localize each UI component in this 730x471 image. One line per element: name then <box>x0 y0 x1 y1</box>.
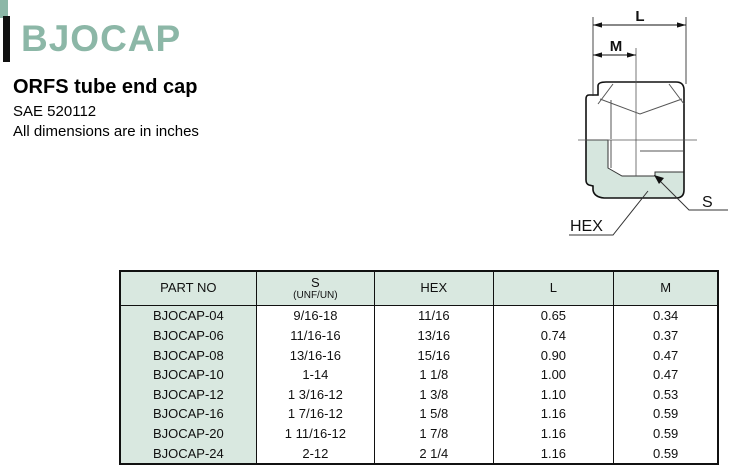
value-cell: 1-14 <box>257 364 376 385</box>
col-header-label: HEX <box>420 280 448 296</box>
value-cell: 1 7/8 <box>375 423 494 444</box>
table-header-row: PART NO S (UNF/UN) HEX L M <box>121 272 717 306</box>
value-cell: 0.59 <box>652 406 679 422</box>
table-row: BJOCAP-24 2-12 2 1/4 1.16 0.59 <box>121 443 717 463</box>
spec-code: SAE 520112 <box>13 103 97 120</box>
value-cell: 1 5/8 <box>375 404 494 424</box>
l-arrow-right <box>677 22 686 28</box>
logo-corner-mark <box>0 0 8 18</box>
value-cell: 0.59 <box>652 426 679 442</box>
value-cell: 0.34 <box>652 308 679 324</box>
col-header-label: L <box>549 280 557 296</box>
value-cell: 0.74 <box>494 325 615 346</box>
value-cell: 11/16-16 <box>257 325 376 346</box>
value-cell: 11/16 <box>375 306 494 326</box>
value-cell: 0.37 <box>652 327 679 343</box>
thread-lines <box>610 140 683 168</box>
value-cell: 1 3/8 <box>375 384 494 405</box>
col-header-sublabel: (UNF/UN) <box>293 290 338 302</box>
value-cell: 13/16 <box>375 325 494 346</box>
cap-body-outline <box>585 81 685 199</box>
s-label: S <box>702 194 713 211</box>
col-header-label: PART NO <box>160 280 217 296</box>
value-cell: 1 7/16-12 <box>257 404 376 424</box>
col-header-label: S <box>311 274 320 290</box>
value-cell: 0.47 <box>652 367 679 383</box>
value-cell: 0.47 <box>652 347 679 363</box>
page-title: ORFS tube end cap <box>13 76 198 98</box>
value-cell: 2 1/4 <box>375 443 494 463</box>
part-no-cell: BJOCAP-16 <box>121 404 257 424</box>
col-header-part-no: PART NO <box>121 272 257 305</box>
part-no-cell: BJOCAP-10 <box>121 364 257 385</box>
hex-label: HEX <box>570 218 603 235</box>
value-cell: 2-12 <box>257 443 376 463</box>
value-cell: 0.59 <box>652 445 679 461</box>
value-cell: 9/16-18 <box>257 306 376 326</box>
col-header-l: L <box>493 272 615 305</box>
value-cell: 1.16 <box>494 443 615 463</box>
brand-logo: BJOCAP <box>21 18 182 59</box>
value-cell: 1 3/16-12 <box>257 384 376 405</box>
hex-leader-line <box>569 190 649 236</box>
col-header-s: S (UNF/UN) <box>256 272 376 305</box>
value-cell: 1.16 <box>494 423 615 444</box>
table-row: BJOCAP-12 1 3/16-12 1 3/8 1.10 0.53 <box>121 384 717 405</box>
m-arrow-left <box>593 52 602 58</box>
value-cell: 1 11/16-12 <box>257 423 376 444</box>
col-header-m: M <box>614 272 717 305</box>
value-cell: 1.00 <box>494 364 615 385</box>
dim-label-m: M <box>610 38 623 55</box>
value-cell: 0.53 <box>652 386 679 402</box>
l-arrow-left <box>593 22 602 28</box>
value-cell: 1 1/8 <box>375 364 494 385</box>
s-arrowhead <box>654 175 664 184</box>
part-no-cell: BJOCAP-04 <box>121 306 257 326</box>
table-row: BJOCAP-20 1 11/16-12 1 7/8 1.16 0.59 <box>121 423 717 444</box>
units-note: All dimensions are in inches <box>13 123 199 140</box>
value-cell: 15/16 <box>375 345 494 365</box>
dim-label-l: L <box>635 8 644 25</box>
s-leader-line <box>655 176 728 211</box>
table-row: BJOCAP-10 1-14 1 1/8 1.00 0.47 <box>121 364 717 385</box>
value-cell: 1.16 <box>494 404 615 424</box>
hex-chamfer-lines <box>597 83 685 139</box>
parts-table-body: BJOCAP-04 9/16-18 11/16 0.65 0.34 BJOCAP-06 11… <box>121 306 717 463</box>
part-no-cell: BJOCAP-24 <box>121 443 257 463</box>
value-cell: 13/16-16 <box>257 345 376 365</box>
parts-table: PART NO S (UNF/UN) HEX L M BJOCAP-04 9/16… <box>119 270 719 465</box>
section-fill <box>585 139 685 199</box>
part-no-cell: BJOCAP-06 <box>121 325 257 346</box>
part-no-cell: BJOCAP-20 <box>121 423 257 444</box>
value-cell: 1.10 <box>494 384 615 405</box>
part-no-cell: BJOCAP-08 <box>121 345 257 365</box>
table-row: BJOCAP-04 9/16-18 11/16 0.65 0.34 <box>121 306 717 326</box>
part-no-cell: BJOCAP-12 <box>121 384 257 405</box>
m-arrow-right <box>627 52 636 58</box>
logo-bar <box>3 16 10 62</box>
col-header-hex: HEX <box>375 272 494 305</box>
value-cell: 0.65 <box>494 306 615 326</box>
table-row: BJOCAP-08 13/16-16 15/16 0.90 0.47 <box>121 345 717 365</box>
value-cell: 0.90 <box>494 345 615 365</box>
table-row: BJOCAP-16 1 7/16-12 1 5/8 1.16 0.59 <box>121 404 717 424</box>
col-header-label: M <box>660 280 672 296</box>
table-row: BJOCAP-06 11/16-16 13/16 0.74 0.37 <box>121 325 717 346</box>
